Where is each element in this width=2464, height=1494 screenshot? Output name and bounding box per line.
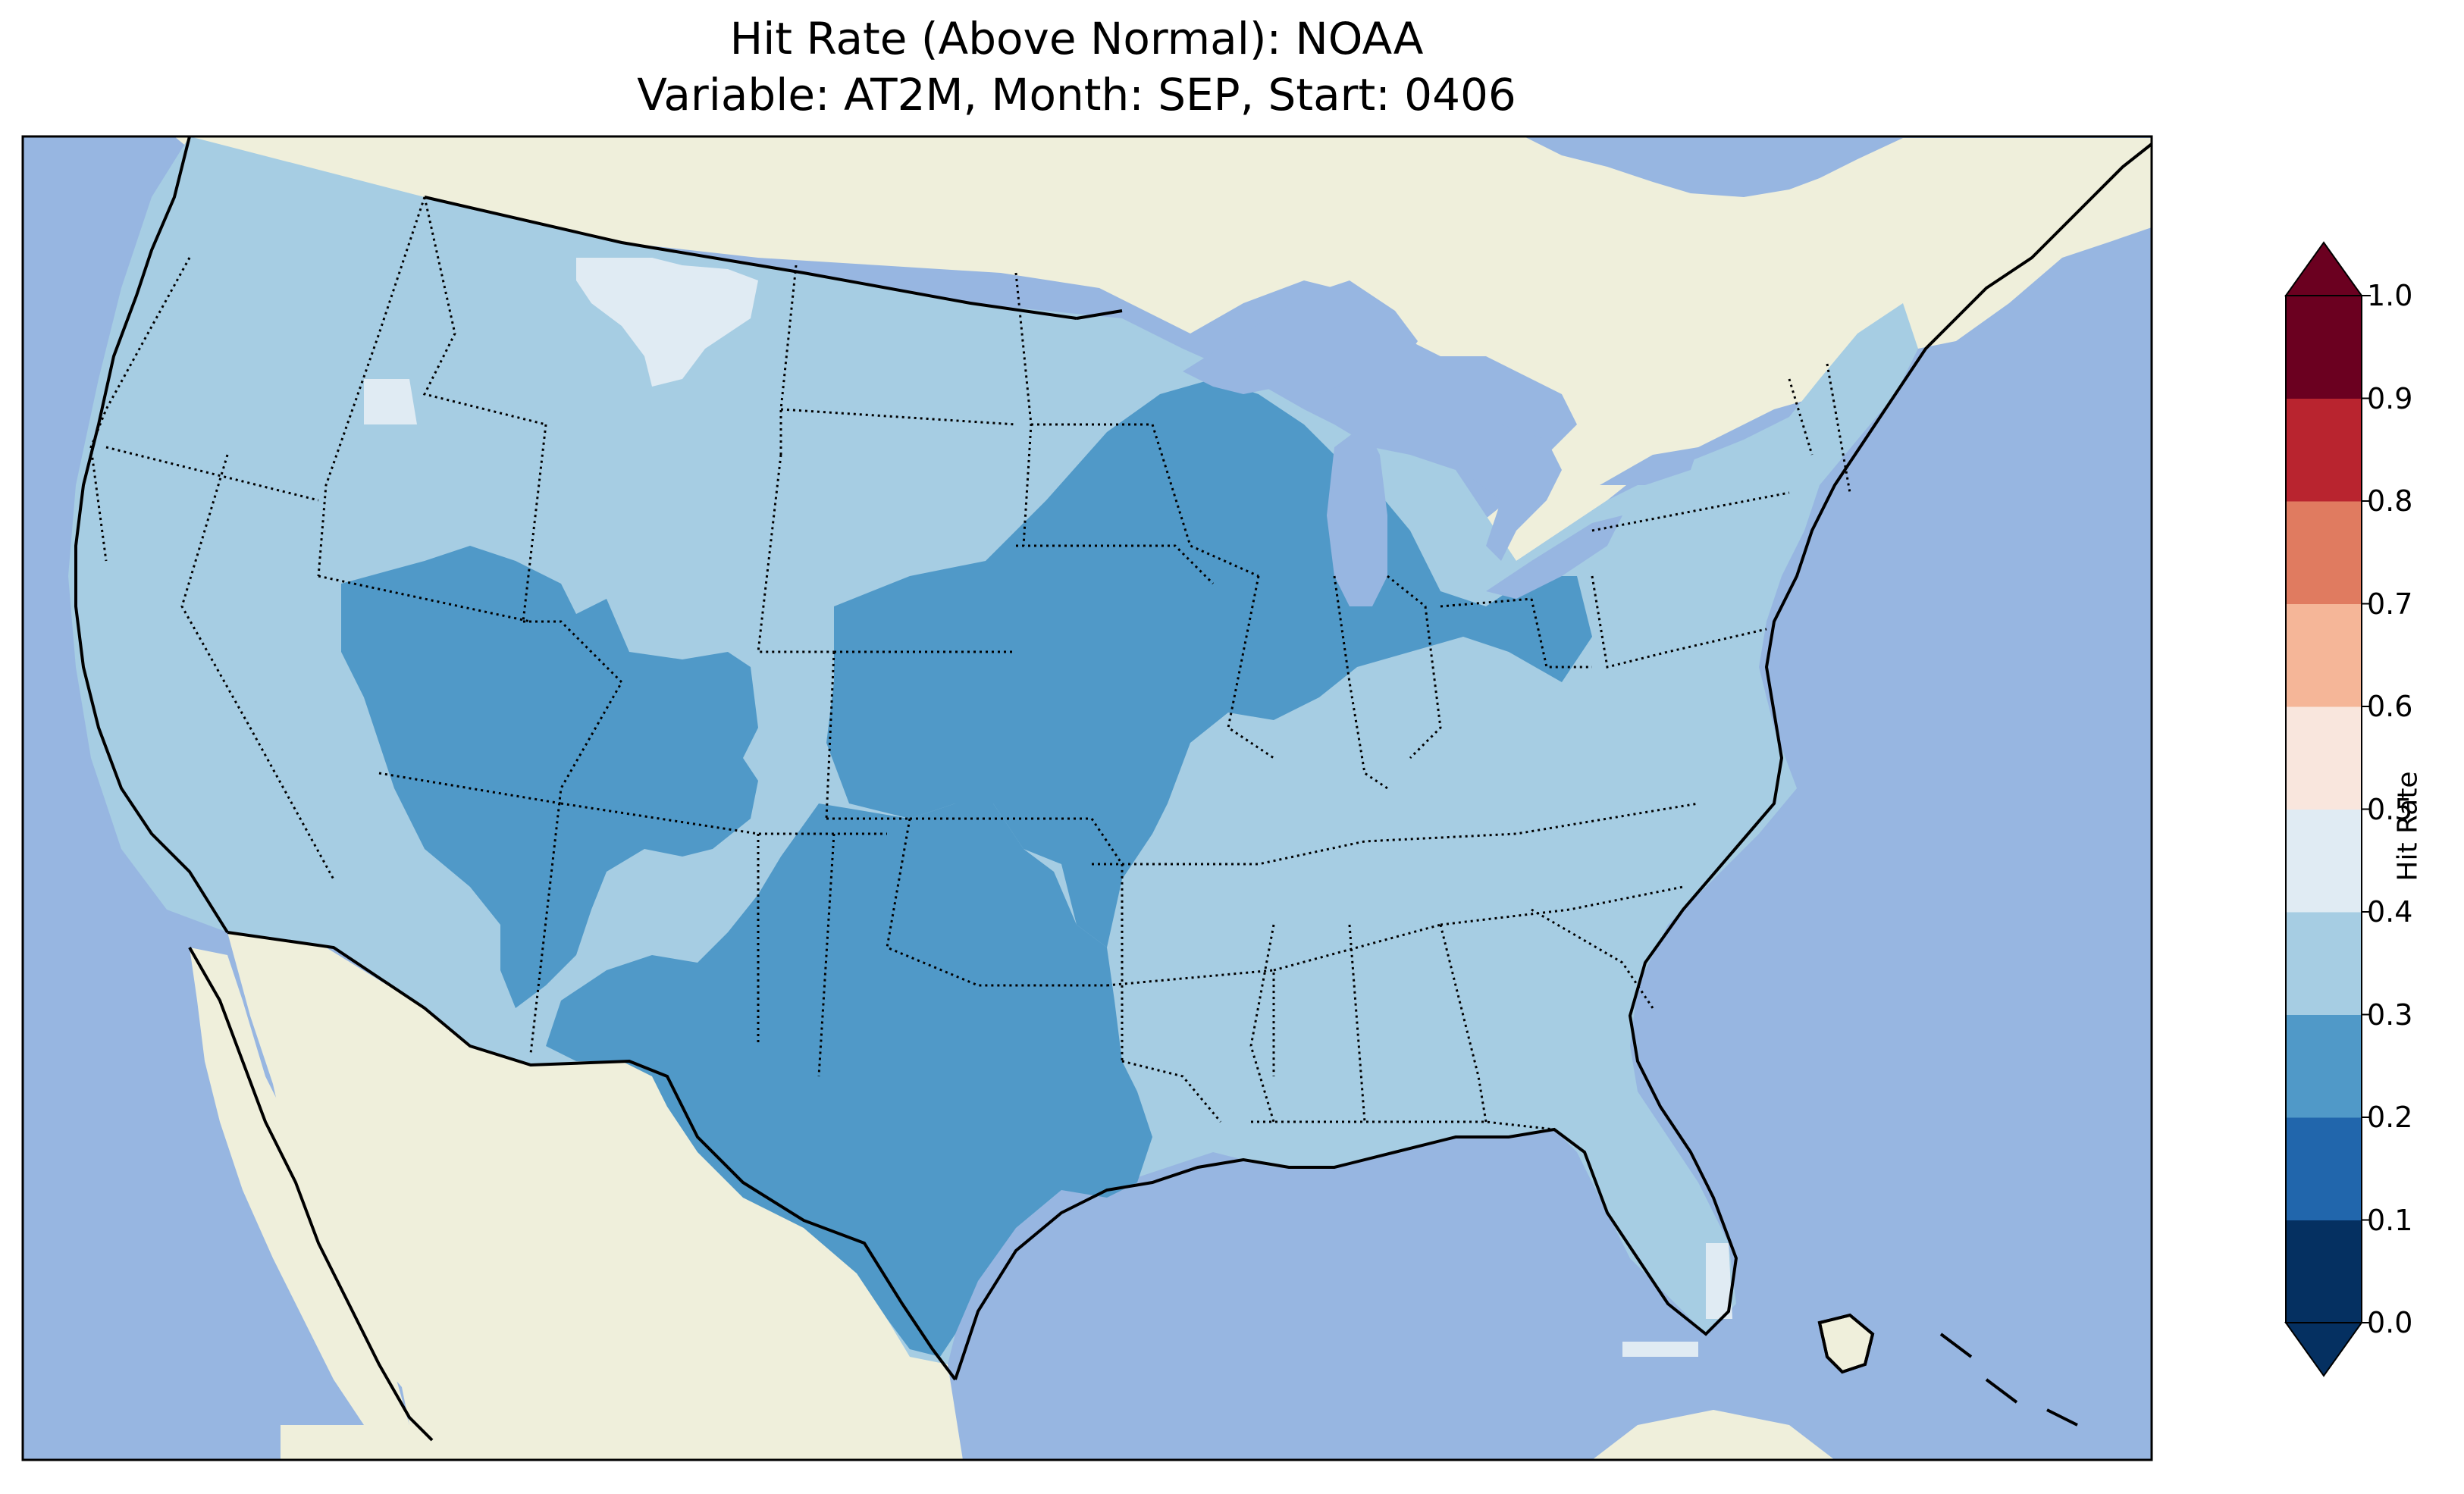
lake-erie [1486, 515, 1622, 599]
colorbar-tick-label: 0.3 [2367, 998, 2413, 1032]
colorbar-tick-label: 0.2 [2367, 1101, 2413, 1134]
colorbar-tick-label: 0.0 [2367, 1306, 2413, 1339]
map-frame [21, 135, 2153, 1461]
colorbar-bin-9 [2286, 296, 2362, 399]
colorbar-bin-5 [2286, 706, 2362, 810]
map-subtitle: Variable: AT2M, Month: SEP, Start: 0406 [637, 69, 1516, 121]
region-texas [546, 803, 1152, 1357]
region-montana-patch [576, 258, 758, 387]
region-rockies [341, 546, 758, 1008]
lake-huron [1410, 409, 1562, 561]
region-idaho-patch [364, 379, 417, 424]
lake-michigan [1327, 424, 1387, 606]
lake-ontario [1600, 447, 1698, 485]
colorbar-label: Hit Rate [2392, 771, 2424, 882]
colorbar-bin-6 [2286, 603, 2362, 707]
colorbar-tick-label: 0.7 [2367, 587, 2413, 621]
map-panel [21, 135, 2153, 1461]
colorbar-bin-8 [2286, 398, 2362, 502]
colorbar-bin-3 [2286, 912, 2362, 1015]
colorbar-bin-4 [2286, 809, 2362, 913]
canada-land [174, 136, 2152, 576]
colorbar-tick-label: 0.9 [2367, 381, 2413, 415]
colorbar-tick-label: 0.8 [2367, 484, 2413, 518]
colorbar-tick-label: 0.1 [2367, 1203, 2413, 1237]
colorbar-extend-max [2284, 241, 2363, 296]
state-borders [89, 196, 1851, 1131]
colorbar-bin-2 [2286, 1014, 2362, 1118]
region-central-plains [826, 379, 1592, 947]
colorbar-tick-label: 1.0 [2367, 279, 2413, 312]
colorbar-tick-label: 0.4 [2367, 895, 2413, 929]
baja-peninsula [190, 947, 440, 1460]
map-title: Hit Rate (Above Normal): NOAA [729, 13, 1424, 64]
lake-superior [1183, 280, 1418, 394]
colorbar-bin-0 [2286, 1220, 2362, 1323]
coastlines [74, 136, 2153, 1442]
colorbar [2284, 241, 2371, 1377]
region-florida-keys-patch [1622, 1342, 1698, 1357]
mexico-land [227, 932, 963, 1460]
yucatan-land [1592, 1410, 1835, 1460]
region-florida-patch [1706, 1243, 1732, 1319]
colorbar-extend-min [2284, 1322, 2363, 1377]
colorbar-tick-label: 0.6 [2367, 690, 2413, 723]
colorbar-bin-1 [2286, 1117, 2362, 1220]
colorbar-tick-label: 0.5 [2367, 792, 2413, 826]
colorbar-bin-7 [2286, 501, 2362, 604]
